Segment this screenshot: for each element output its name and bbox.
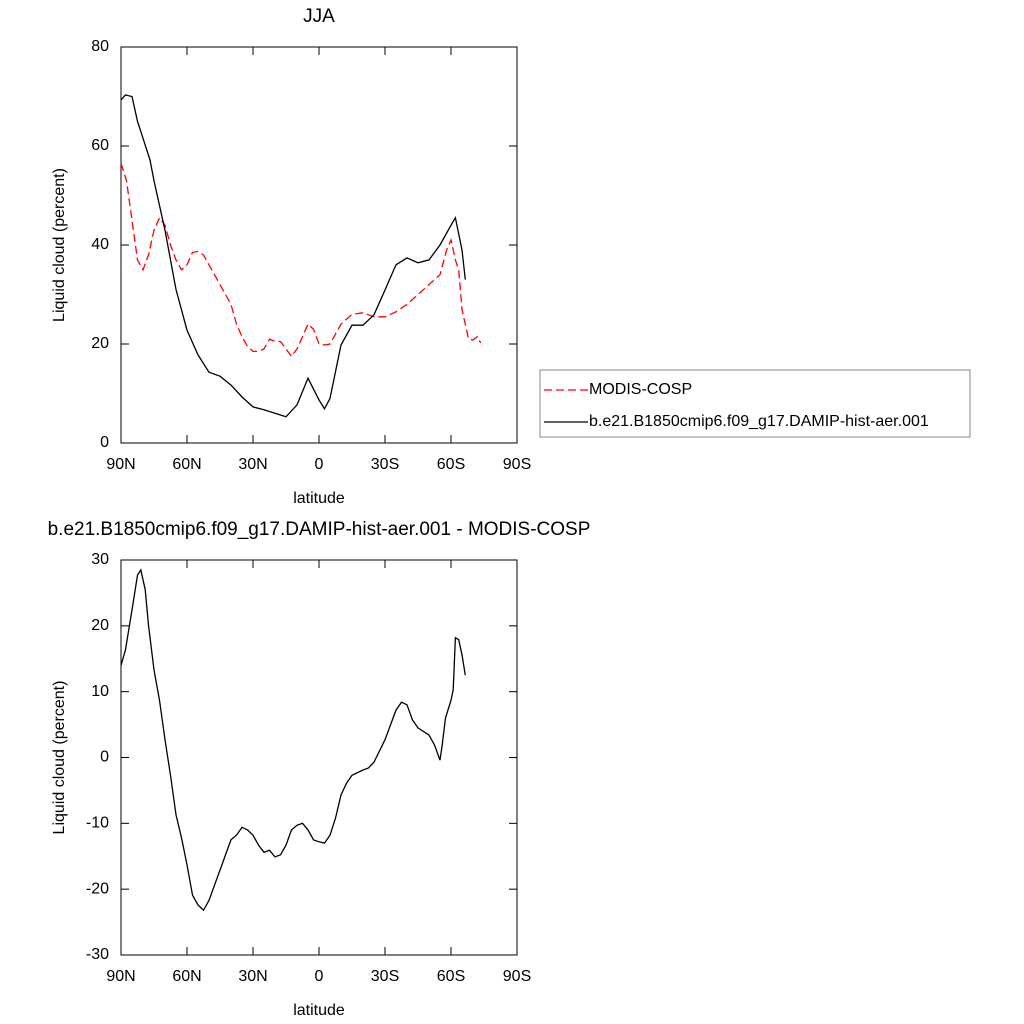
x-tick-label: 60N (172, 968, 201, 985)
legend-box (539, 369, 971, 438)
x-axis-label: latitude (293, 490, 345, 507)
y-tick-label: 10 (91, 683, 109, 700)
y-tick-label: 30 (91, 551, 109, 568)
x-tick-label: 30S (371, 456, 399, 473)
y-tick-label: 20 (91, 617, 109, 634)
legend-label: b.e21.B1850cmip6.f09_g17.DAMIP-hist-aer.… (589, 413, 929, 430)
data-line (120, 568, 466, 912)
x-tick-label: 60S (437, 456, 465, 473)
y-tick-label: 0 (100, 749, 109, 766)
x-tick-label: 0 (315, 456, 324, 473)
x-tick-label: 90N (106, 456, 135, 473)
x-tick-label: 0 (315, 968, 324, 985)
data-line (120, 94, 466, 418)
chart-title: b.e21.B1850cmip6.f09_g17.DAMIP-hist-aer.… (48, 519, 591, 540)
legend-label: MODIS-COSP (589, 381, 692, 398)
y-tick-label: -20 (86, 880, 109, 897)
plot-frame (120, 46, 518, 444)
x-tick-label: 30N (238, 456, 267, 473)
y-axis-label: Liquid cloud (percent) (51, 168, 68, 322)
y-tick-label: 60 (91, 137, 109, 154)
x-tick-label: 90N (106, 968, 135, 985)
y-tick-label: 80 (91, 38, 109, 55)
y-axis-label: Liquid cloud (percent) (51, 681, 68, 835)
y-tick-label: 40 (91, 236, 109, 253)
legend: MODIS-COSP b.e21.B1850cmip6.f09_g17.DAMIP… (539, 369, 971, 438)
x-tick-label: 90S (503, 456, 531, 473)
x-tick-label: 60S (437, 968, 465, 985)
y-tick-label: 20 (91, 335, 109, 352)
x-tick-label: 90S (503, 968, 531, 985)
plot-frame (120, 559, 518, 956)
chart-title: JJA (303, 6, 335, 27)
data-line (120, 163, 482, 358)
x-tick-label: 30S (371, 968, 399, 985)
x-tick-label: 30N (238, 968, 267, 985)
y-tick-label: -10 (86, 815, 109, 832)
x-tick-label: 60N (172, 456, 201, 473)
x-axis-label: latitude (293, 1002, 345, 1019)
y-tick-label: -30 (86, 946, 109, 963)
y-tick-label: 0 (100, 434, 109, 451)
